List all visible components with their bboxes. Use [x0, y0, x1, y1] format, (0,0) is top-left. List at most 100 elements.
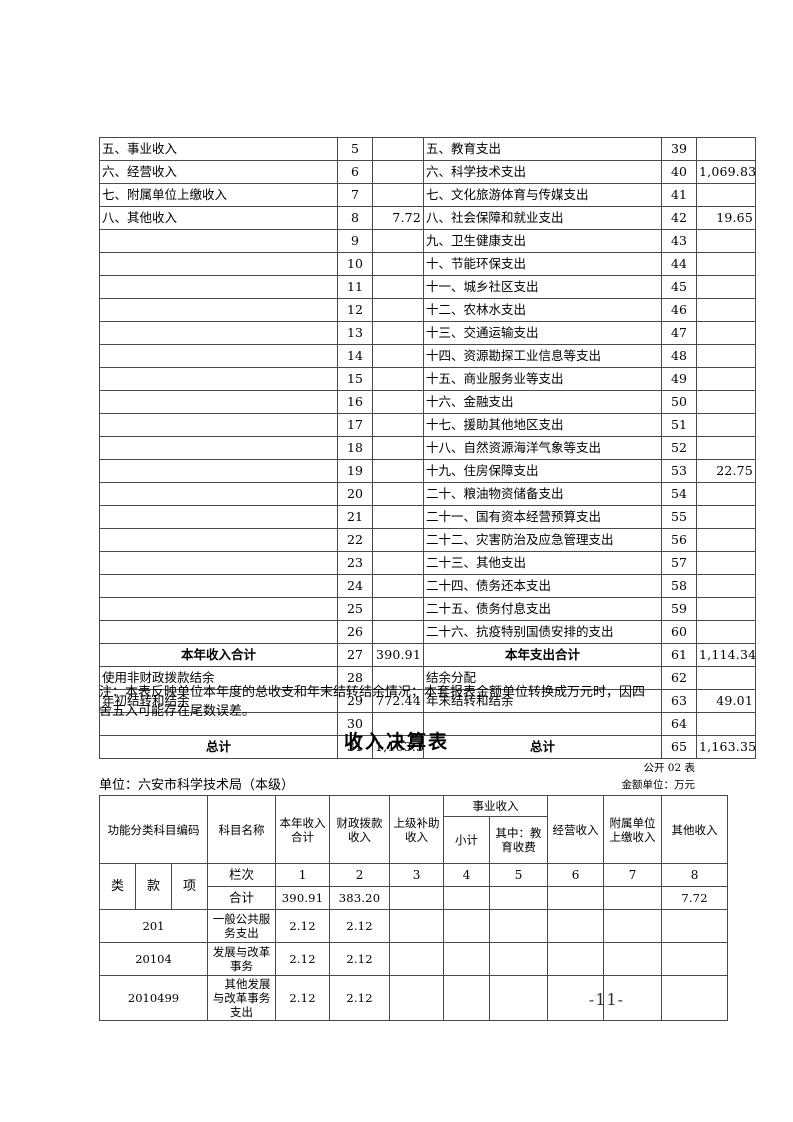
note-line-1: 注：本表反映单位本年度的总收支和年末结转结余情况；本套报表金额单位转换成万元时，… — [99, 685, 646, 700]
income-item-label — [99, 367, 338, 391]
expense-line-number: 49 — [661, 367, 697, 391]
expense-amount: 1,114.34 — [696, 643, 756, 667]
expense-amount: 22.75 — [696, 459, 756, 483]
budget-summary-table-wrapper: 五、事业收入 5 五、教育支出 39 六、经营收入 6 六、科学技术支出 40 1,069.83… — [99, 137, 756, 759]
table-row: 19 十九、住房保障支出 53 22.75 — [99, 459, 756, 483]
row-other-income — [661, 909, 729, 943]
expense-amount — [696, 597, 756, 621]
expense-amount — [696, 321, 756, 345]
expense-item-label: 十九、住房保障支出 — [423, 459, 662, 483]
expense-amount — [696, 712, 756, 736]
income-line-number: 13 — [337, 321, 373, 345]
column-number-3: 3 — [389, 863, 445, 887]
expense-amount: 49.01 — [696, 689, 756, 713]
expense-item-label: 十、节能环保支出 — [423, 252, 662, 276]
header-column-label: 栏次 — [207, 863, 277, 887]
header-func-code: 功能分类科目编码 — [98, 795, 209, 864]
amount-unit-label: 金额单位：万元 — [621, 779, 696, 791]
income-line-number: 30 — [337, 712, 373, 736]
income-item-label — [99, 597, 338, 621]
expense-amount — [696, 528, 756, 552]
income-amount — [372, 528, 424, 552]
total-subtotal — [443, 886, 491, 910]
table-column-number-row: 类款项栏次 1 2 3 4 5 6 7 8 — [99, 863, 729, 910]
income-line-number: 17 — [337, 413, 373, 437]
expense-line-number: 44 — [661, 252, 697, 276]
expense-line-number: 46 — [661, 298, 697, 322]
row-affiliated-unit-income — [603, 942, 663, 976]
expense-item-label: 结余分配 — [423, 666, 662, 690]
income-item-label — [99, 620, 338, 644]
income-item-label: 六、经营收入 — [99, 160, 338, 184]
expense-item-label: 二十三、其他支出 — [423, 551, 662, 575]
header-operating-income: 经营收入 — [547, 795, 605, 864]
income-line-number: 27 — [337, 643, 373, 667]
expense-line-number: 52 — [661, 436, 697, 460]
expense-line-number: 61 — [661, 643, 697, 667]
row-of-which-edu-fee — [489, 975, 549, 1021]
header-affiliated-unit-income: 附属单位上缴收入 — [603, 795, 663, 864]
income-line-number: 16 — [337, 390, 373, 414]
row-other-income — [661, 975, 729, 1021]
table-row: 24 二十四、债务还本支出 58 — [99, 574, 756, 598]
expense-line-number: 40 — [661, 160, 697, 184]
total-other-income: 7.72 — [661, 886, 729, 910]
row-operating-income — [547, 942, 605, 976]
expense-amount — [696, 183, 756, 207]
row-of-which-edu-fee — [489, 909, 549, 943]
expense-item-label: 十四、资源勘探工业信息等支出 — [423, 344, 662, 368]
expense-item-label: 十二、农林水支出 — [423, 298, 662, 322]
income-line-number: 12 — [337, 298, 373, 322]
column-number-2: 2 — [329, 863, 391, 887]
table-row: 14 十四、资源勘探工业信息等支出 48 — [99, 344, 756, 368]
table-row: 15 十五、商业服务业等支出 49 — [99, 367, 756, 391]
expense-item-label: 十五、商业服务业等支出 — [423, 367, 662, 391]
expense-item-label: 七、文化旅游体育与传媒支出 — [423, 183, 662, 207]
table-row: 五、事业收入 5 五、教育支出 39 — [99, 137, 756, 161]
income-amount — [372, 183, 424, 207]
expense-line-number: 42 — [661, 206, 697, 230]
income-line-number: 25 — [337, 597, 373, 621]
expense-amount: 19.65 — [696, 206, 756, 230]
expense-item-label: 九、卫生健康支出 — [423, 229, 662, 253]
row-subtotal — [443, 909, 491, 943]
expense-line-number: 60 — [661, 620, 697, 644]
table-row: 23 二十三、其他支出 57 — [99, 551, 756, 575]
expense-amount — [696, 252, 756, 276]
income-final-accounts-table-wrapper: 功能分类科目编码 科目名称 本年收入合计 财政拨款收入 上级补助收入 事业收入 经营收入 附属… — [98, 795, 729, 1021]
income-item-label — [99, 229, 338, 253]
expense-line-number: 59 — [661, 597, 697, 621]
expense-line-number: 47 — [661, 321, 697, 345]
income-item-label: 五、事业收入 — [99, 137, 338, 161]
expense-line-number: 55 — [661, 505, 697, 529]
income-item-label: 使用非财政拨款结余 — [99, 666, 338, 690]
income-line-number: 8 — [337, 206, 373, 230]
income-amount — [372, 436, 424, 460]
income-amount — [372, 390, 424, 414]
row-function-code: 201 — [98, 909, 209, 943]
row-year-income-total: 2.12 — [275, 975, 331, 1021]
expense-amount — [696, 390, 756, 414]
expense-line-number: 54 — [661, 482, 697, 506]
expense-item-label: 十八、自然资源海洋气象等支出 — [423, 436, 662, 460]
header-subtotal: 小计 — [443, 816, 491, 864]
row-operating-income — [547, 909, 605, 943]
expense-amount — [696, 367, 756, 391]
expense-item-label: 二十、粮油物资储备支出 — [423, 482, 662, 506]
income-line-number: 11 — [337, 275, 373, 299]
row-superior-subsidy — [389, 975, 445, 1021]
expense-amount — [696, 620, 756, 644]
income-item-label — [99, 413, 338, 437]
income-amount — [372, 321, 424, 345]
total-row-label: 合计 — [207, 886, 277, 910]
income-item-label — [99, 344, 338, 368]
column-number-5: 5 — [489, 863, 549, 887]
expense-line-number: 56 — [661, 528, 697, 552]
income-item-label: 七、附属单位上缴收入 — [99, 183, 338, 207]
income-line-number: 18 — [337, 436, 373, 460]
row-affiliated-unit-income — [603, 909, 663, 943]
income-amount — [372, 367, 424, 391]
row-subject-name: 一般公共服务支出 — [207, 909, 277, 943]
income-amount — [372, 229, 424, 253]
income-line-number: 15 — [337, 367, 373, 391]
